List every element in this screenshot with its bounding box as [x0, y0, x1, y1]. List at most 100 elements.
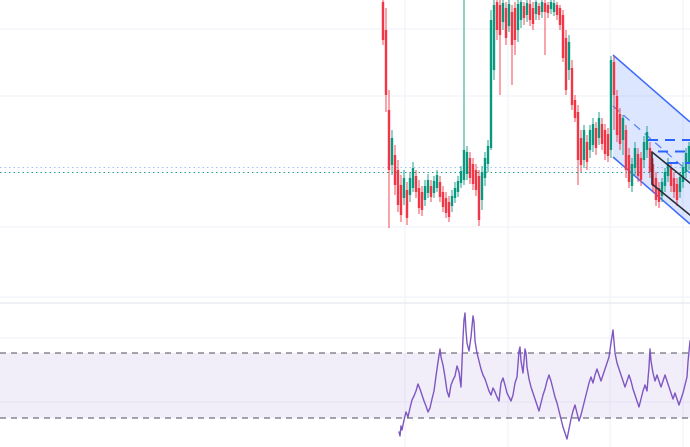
candle	[408, 172, 412, 202]
candle	[552, 0, 556, 16]
candle	[474, 164, 478, 196]
candle	[498, 0, 502, 95]
candle	[480, 166, 484, 210]
candle	[687, 142, 690, 170]
candle	[465, 146, 469, 180]
candle	[621, 115, 625, 155]
candle	[438, 176, 442, 202]
candle	[597, 112, 601, 145]
candle	[675, 178, 679, 206]
candle	[537, 3, 541, 20]
candle	[585, 135, 589, 170]
dashed-blue-levels[interactable]	[648, 139, 690, 164]
candle	[417, 180, 421, 214]
candle	[672, 172, 676, 198]
candle	[615, 90, 619, 142]
candle	[648, 142, 652, 178]
candlestick-series[interactable]	[381, 0, 690, 228]
candle	[681, 162, 685, 188]
candle	[384, 8, 388, 112]
mini-channel-line	[651, 183, 690, 216]
oscillator-line[interactable]	[398, 312, 690, 440]
channel-middle-dashed-line[interactable]	[612, 105, 690, 174]
candle	[579, 130, 583, 172]
candle	[660, 178, 664, 202]
candle	[645, 126, 649, 158]
candle	[423, 180, 427, 206]
candle	[414, 170, 418, 198]
candle	[462, 0, 466, 185]
candle	[468, 152, 472, 184]
candle	[456, 176, 460, 197]
candle	[381, 0, 385, 45]
candle	[636, 148, 640, 182]
candle	[525, 0, 529, 22]
candle	[531, 2, 535, 30]
candle	[513, 2, 517, 55]
candle	[399, 175, 403, 222]
candle	[642, 136, 646, 168]
candle	[594, 122, 598, 155]
candle	[555, 2, 559, 20]
channel-top-line[interactable]	[612, 54, 690, 123]
candle	[507, 0, 511, 32]
candle	[528, 0, 532, 26]
candle	[522, 2, 526, 25]
candle	[516, 0, 520, 42]
candle	[612, 56, 616, 130]
candle	[519, 0, 523, 28]
oscillator-levels[interactable]	[0, 352, 690, 419]
candle	[486, 140, 490, 172]
candle	[543, 0, 547, 55]
mini-channel-line	[651, 151, 690, 184]
candle	[630, 158, 634, 192]
candle	[441, 186, 445, 212]
candle	[429, 180, 433, 202]
candle	[609, 56, 613, 158]
candle	[549, 0, 553, 14]
candle	[405, 182, 409, 225]
candle	[678, 172, 682, 198]
candle	[633, 142, 637, 175]
candle	[492, 0, 496, 80]
candle	[606, 128, 610, 162]
candle	[387, 90, 391, 228]
mini-channel-drawing[interactable]	[651, 151, 690, 216]
candle	[426, 174, 430, 198]
candle	[588, 125, 592, 158]
candle	[495, 0, 499, 40]
candle	[618, 108, 622, 150]
candle	[558, 5, 562, 30]
candle	[654, 172, 658, 206]
candle	[582, 125, 586, 168]
candle	[657, 182, 661, 208]
candle	[411, 162, 415, 192]
candle	[396, 160, 400, 212]
candle	[402, 170, 406, 205]
candle	[489, 10, 493, 150]
candle	[651, 158, 655, 192]
candle	[603, 124, 607, 160]
candle	[504, 2, 508, 45]
candle	[570, 60, 574, 110]
candle	[444, 192, 448, 218]
candle	[453, 182, 457, 203]
candle	[600, 118, 604, 150]
candle	[420, 186, 424, 216]
candle	[564, 30, 568, 95]
candle	[627, 148, 631, 188]
candle	[576, 105, 580, 185]
candle	[390, 130, 394, 175]
candle	[534, 0, 538, 20]
candle	[447, 196, 451, 222]
candle	[567, 35, 571, 80]
candle	[393, 145, 397, 195]
candle	[573, 95, 577, 122]
candle	[435, 170, 439, 192]
candle	[471, 158, 475, 190]
oscillator-band	[0, 353, 690, 418]
